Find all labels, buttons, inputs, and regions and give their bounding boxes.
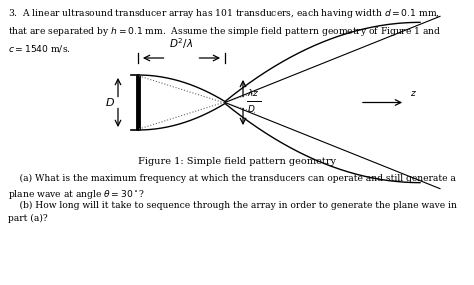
- Text: 3.  A linear ultrasound transducer array has 101 transducers, each having width : 3. A linear ultrasound transducer array …: [8, 7, 441, 54]
- Text: (a) What is the maximum frequency at which the transducers can operate and still: (a) What is the maximum frequency at whi…: [8, 174, 456, 201]
- Text: Figure 1: Simple field pattern geometry: Figure 1: Simple field pattern geometry: [138, 157, 336, 166]
- Text: $D$: $D$: [105, 97, 115, 109]
- Text: (b) How long will it take to sequence through the array in order to generate the: (b) How long will it take to sequence th…: [8, 201, 457, 223]
- Text: $z$: $z$: [410, 89, 417, 99]
- Text: $D$: $D$: [247, 103, 255, 115]
- Text: $\lambda z$: $\lambda z$: [247, 87, 260, 99]
- Text: $D^2/\lambda$: $D^2/\lambda$: [169, 36, 193, 51]
